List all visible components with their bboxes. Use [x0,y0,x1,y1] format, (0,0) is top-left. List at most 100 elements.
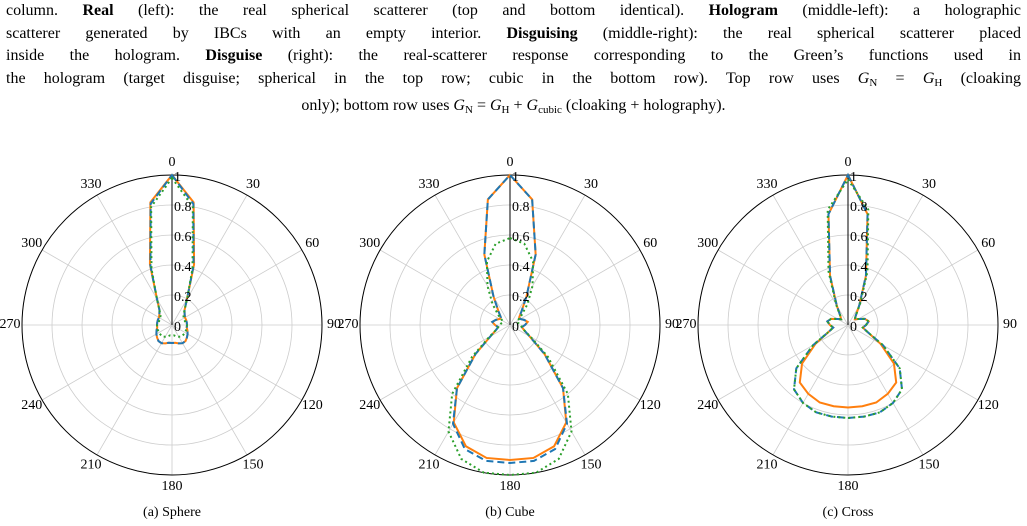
angle-tick-label: 0 [845,155,852,170]
caption-math: G [489,96,502,114]
radial-tick-label: 0.8 [174,200,192,215]
caption-bold: Hologram [708,2,778,19]
radial-tick-label: 0.4 [512,260,530,275]
caption-text: (cloaking + holography). [561,96,726,114]
caption-sub: N [869,77,878,90]
radial-tick-label: 0.2 [512,290,530,305]
radial-tick-label: 0.4 [850,260,868,275]
caption-line: inside the hologram. Disguise (right): t… [6,45,1021,68]
angle-tick-label: 90 [1003,317,1017,332]
angle-tick-label: 150 [243,458,264,473]
angle-tick-label: 300 [21,236,42,251]
angular-grid-line [379,249,511,326]
angle-tick-label: 300 [697,236,718,251]
angular-grid-line [847,249,979,326]
caption-text: = [472,96,490,114]
radial-tick-label: 0 [174,320,181,335]
series-line [451,173,569,465]
angular-grid-line [96,194,173,326]
angle-tick-label: 270 [338,317,359,332]
angle-tick-label: 300 [359,236,380,251]
angular-grid-line [41,324,173,401]
angular-grid-line [434,324,511,456]
angle-tick-label: 180 [500,479,521,494]
angular-grid-line [509,324,586,456]
angle-tick-label: 240 [697,398,718,413]
caption-text: (cloaking [942,70,1022,88]
angular-grid-line [717,324,849,401]
caption-text: (left): the real spherical scatterer (to… [113,2,709,19]
radial-tick-label: 1 [850,170,857,185]
caption-sub: cubic [538,103,562,116]
angle-tick-label: 30 [246,177,260,192]
caption-text: column. [6,2,83,19]
radial-tick-label: 0.6 [174,230,192,245]
caption-bold: Disguising [506,24,578,42]
caption-line: only); bottom row uses GN = GH + Gcubic … [6,95,1021,122]
radial-tick-label: 0.6 [850,230,868,245]
angle-tick-label: 180 [162,479,183,494]
subfigure-caption: (a) Sphere [143,505,201,520]
angle-tick-label: 120 [640,398,661,413]
radial-tick-label: 0 [850,320,857,335]
angular-grid-line [171,249,303,326]
angle-tick-label: 150 [919,458,940,473]
angular-grid-line [171,324,248,456]
angle-tick-label: 0 [169,155,176,170]
caption-line: the hologram (target disguise; spherical… [6,68,1021,95]
angle-tick-label: 240 [359,398,380,413]
caption-text: only); bottom row uses [301,96,454,114]
series-line [149,173,195,345]
subfigure-caption: (b) Cube [485,505,534,520]
caption-text: = [877,70,923,88]
caption-text: inside the hologram. [6,47,206,65]
subfigure-caption: (c) Cross [823,505,874,520]
caption-text: (right): the real-scatterer response cor… [262,47,1021,65]
caption-math: G [453,96,465,114]
angular-grid-line [434,194,511,326]
angular-grid-line [772,324,849,456]
angular-grid-line [41,249,173,326]
angle-tick-label: 120 [302,398,323,413]
figure-caption: column. Real (left): the real spherical … [6,0,1021,122]
angular-grid-line [509,249,641,326]
caption-sub: H [501,103,510,116]
angle-tick-label: 180 [838,479,859,494]
caption-text: scatterer generated by IBCs with an empt… [6,24,507,42]
caption-text: (middle-right): the real spherical scatt… [577,24,1021,42]
radial-tick-label: 0.4 [174,260,192,275]
angle-tick-label: 90 [665,317,679,332]
angle-tick-label: 30 [584,177,598,192]
angular-grid-line [171,324,303,401]
angle-tick-label: 60 [643,236,657,251]
angle-tick-label: 270 [0,317,21,332]
series-line [447,236,573,477]
angle-tick-label: 60 [305,236,319,251]
angle-tick-label: 240 [21,398,42,413]
angle-tick-label: 60 [981,236,995,251]
caption-math: G [526,96,539,114]
radial-tick-label: 1 [512,170,519,185]
series-line [792,172,904,420]
radial-tick-label: 0.8 [512,200,530,215]
angular-grid-line [96,324,173,456]
caption-math: G [922,70,935,88]
angle-tick-label: 210 [419,458,440,473]
angle-tick-label: 330 [81,177,102,192]
angle-tick-label: 150 [581,458,602,473]
angular-grid-line [847,324,924,456]
angle-tick-label: 270 [676,317,697,332]
angle-tick-label: 120 [978,398,999,413]
angle-tick-label: 0 [507,155,514,170]
caption-text: (middle-left): a holographic [777,2,1021,19]
angle-tick-label: 330 [419,177,440,192]
angular-grid-line [509,194,586,326]
caption-bold: Real [82,2,114,19]
radial-tick-label: 0.2 [850,290,868,305]
angle-tick-label: 90 [327,317,341,332]
caption-sub: H [934,77,943,90]
caption-text: + [509,96,527,114]
series-line [792,177,904,420]
angular-grid-line [171,194,248,326]
